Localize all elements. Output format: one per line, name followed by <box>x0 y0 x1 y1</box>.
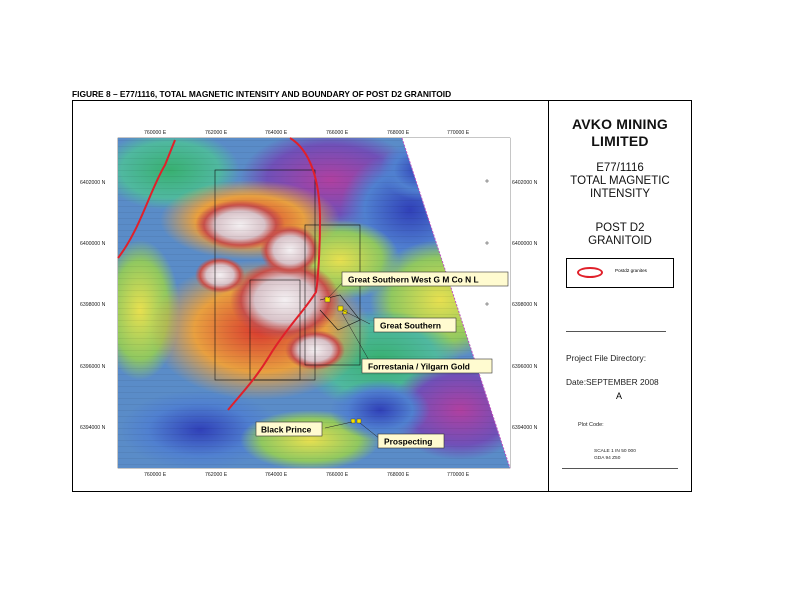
license-title: E77/1116 TOTAL MAGNETIC INTENSITY <box>552 162 688 201</box>
legend-label: Postd2 granites <box>615 268 647 273</box>
tenement-boundaries <box>214 169 361 381</box>
granite-legend-symbol <box>577 267 603 278</box>
easting-label-bottom: 764000 E <box>265 472 288 478</box>
company-name-line: AVKO MINING <box>571 116 669 132</box>
label-black-prince: Black Prince <box>261 425 312 435</box>
easting-label-top: 766000 E <box>326 130 349 136</box>
mine-marker-great-southern <box>337 305 344 312</box>
easting-label-top: 770000 E <box>447 130 470 136</box>
granitoid-title: POST D2 GRANITOID <box>552 222 688 248</box>
map-svg: 760000 E 762000 E 764000 E 766000 E 7680… <box>80 130 538 478</box>
northing-label-left: 6396000 N <box>80 364 106 370</box>
easting-label-bottom: 766000 E <box>326 472 349 478</box>
label-forrestania: Forrestania / Yilgarn Gold <box>368 362 470 372</box>
figure-title: FIGURE 8 – E77/1116, TOTAL MAGNETIC INTE… <box>72 89 452 99</box>
project-file-directory: Project File Directory: <box>566 353 647 363</box>
mine-marker-great-southern-west <box>324 296 331 303</box>
north-arrow-icon: A <box>616 391 623 401</box>
northing-label-right: 6402000 N <box>512 180 538 186</box>
northing-label-left: 6402000 N <box>80 180 106 186</box>
license-line: E77/1116 <box>596 162 644 174</box>
mine-markers <box>324 296 362 424</box>
license-line: TOTAL MAGNETIC <box>570 175 670 187</box>
easting-label-top: 764000 E <box>265 130 288 136</box>
easting-label-top: 760000 E <box>144 130 167 136</box>
granite-boundary <box>117 137 322 411</box>
license-line: INTENSITY <box>589 188 651 200</box>
easting-label-bottom: 762000 E <box>205 472 228 478</box>
northing-label-left: 6394000 N <box>80 425 106 431</box>
northing-label-right: 6400000 N <box>512 241 538 247</box>
easting-label-top: 762000 E <box>205 130 228 136</box>
callout-great-southern-west: Great Southern West G M Co N L <box>341 271 509 287</box>
northing-label-right: 6396000 N <box>512 364 538 370</box>
separator-line <box>566 331 666 332</box>
separator-line <box>562 468 678 469</box>
company-name-line: LIMITED <box>591 133 649 149</box>
figure-frame <box>72 100 692 492</box>
mine-marker-black-prince <box>350 418 356 424</box>
legend: Postd2 granites <box>566 258 674 288</box>
easting-label-bottom: 770000 E <box>447 472 470 478</box>
northing-label-right: 6398000 N <box>512 302 538 308</box>
scale-text: SCALE 1 IN 50 000 <box>594 449 636 454</box>
granitoid-line: GRANITOID <box>588 235 652 247</box>
easting-label-top: 768000 E <box>387 130 410 136</box>
label-great-southern-west: Great Southern West G M Co N L <box>348 275 479 285</box>
northing-label-left: 6400000 N <box>80 241 106 247</box>
callout-forrestania: Forrestania / Yilgarn Gold <box>361 358 493 374</box>
panel-divider <box>548 100 549 492</box>
easting-label-bottom: 760000 E <box>144 472 167 478</box>
northing-label-left: 6398000 N <box>80 302 106 308</box>
company-name: AVKO MINING LIMITED <box>552 116 688 150</box>
grid-crosses <box>485 179 489 306</box>
datum-text: GDA 94 Z50 <box>594 456 621 461</box>
mine-marker-prospecting <box>356 418 362 424</box>
northing-label-right: 6394000 N <box>512 425 538 431</box>
label-great-southern: Great Southern <box>380 321 441 331</box>
plot-code: Plot Code: <box>578 422 604 428</box>
granitoid-line: POST D2 <box>595 222 645 234</box>
callout-great-southern: Great Southern <box>373 317 457 333</box>
mine-marker-great-southern <box>342 309 348 315</box>
callout-prospecting: Prospecting <box>377 433 445 449</box>
plot-date: Date:SEPTEMBER 2008 <box>566 377 659 387</box>
magnetic-intensity-map: 760000 E 762000 E 764000 E 766000 E 7680… <box>80 110 544 478</box>
easting-label-bottom: 768000 E <box>387 472 410 478</box>
callout-black-prince: Black Prince <box>255 421 323 437</box>
label-prospecting: Prospecting <box>384 437 432 447</box>
